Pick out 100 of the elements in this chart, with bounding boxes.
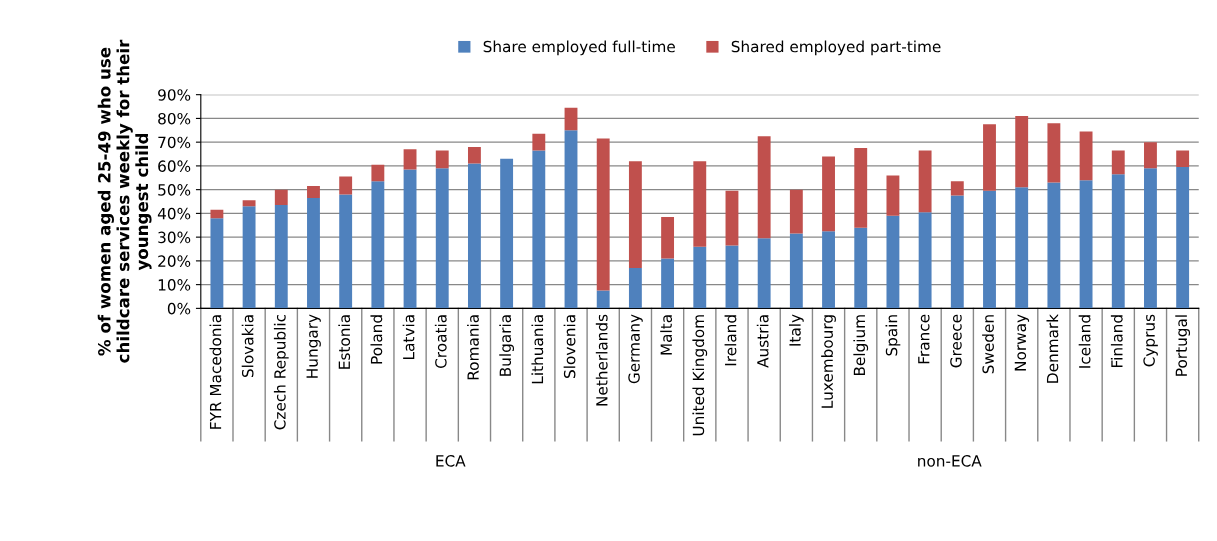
bar bbox=[661, 216, 675, 259]
x-tick-label: Austria bbox=[756, 315, 769, 368]
bar bbox=[757, 136, 771, 239]
bar bbox=[307, 186, 320, 198]
y-tick-label: 80% bbox=[158, 112, 191, 125]
bar bbox=[1111, 150, 1125, 175]
bar bbox=[757, 238, 771, 309]
bar bbox=[596, 290, 610, 309]
y-tick-label: 0% bbox=[167, 302, 191, 315]
y-tick-label: 10% bbox=[158, 279, 191, 291]
x-tick-label: Norway bbox=[1014, 314, 1030, 371]
bar bbox=[532, 133, 546, 151]
bar bbox=[854, 148, 868, 228]
x-tick-label: Estonia bbox=[338, 315, 351, 369]
bar bbox=[950, 181, 964, 196]
bar bbox=[950, 195, 964, 309]
y-tick-label: 30% bbox=[158, 231, 191, 244]
x-tick-label: Bulgaria bbox=[499, 315, 515, 376]
x-tick-label: FYR Macedonia bbox=[209, 315, 222, 429]
x-tick-label: Slovenia bbox=[563, 315, 576, 378]
bar bbox=[693, 246, 707, 309]
bar bbox=[725, 245, 739, 309]
x-tick-label: Netherlands bbox=[595, 314, 608, 406]
bar bbox=[210, 218, 224, 309]
bar bbox=[307, 197, 320, 309]
bar bbox=[403, 149, 417, 170]
x-tick-label: Italy bbox=[788, 314, 804, 346]
text: ECA bbox=[436, 455, 466, 467]
bar bbox=[1015, 187, 1029, 309]
x-tick-label: Denmark bbox=[1046, 313, 1059, 383]
text: non-ECA bbox=[918, 455, 982, 467]
bar bbox=[1176, 150, 1190, 168]
bar bbox=[661, 258, 675, 309]
bar bbox=[274, 189, 288, 206]
bar bbox=[339, 176, 353, 195]
bar bbox=[532, 150, 546, 309]
y-tick-label: 20% bbox=[158, 255, 191, 267]
bar bbox=[1079, 131, 1093, 181]
x-tick-label: Germany bbox=[628, 314, 643, 384]
bar bbox=[886, 215, 900, 309]
y-tick-label: 50% bbox=[158, 184, 191, 196]
bar bbox=[822, 231, 835, 309]
y-tick-label: 60% bbox=[158, 160, 191, 172]
bar bbox=[628, 161, 642, 269]
y-tick-label: 70% bbox=[158, 136, 191, 149]
x-tick-label: Slovakia bbox=[241, 315, 254, 378]
legend-label: Shared employed part-time bbox=[731, 40, 941, 56]
y-tick-label: 40% bbox=[157, 207, 191, 220]
bar bbox=[854, 227, 868, 309]
bar bbox=[1015, 116, 1029, 188]
x-tick-label: Spain bbox=[885, 315, 901, 356]
bar bbox=[1144, 142, 1157, 169]
bar bbox=[886, 175, 900, 216]
bar bbox=[1047, 182, 1061, 309]
bar bbox=[1047, 123, 1061, 183]
x-tick-label: France bbox=[918, 314, 930, 364]
bar bbox=[725, 190, 739, 246]
x-tick-label: Lithuania bbox=[531, 315, 544, 384]
bar bbox=[1176, 167, 1190, 309]
bar bbox=[789, 189, 803, 234]
bar bbox=[210, 209, 224, 219]
bar bbox=[1111, 174, 1125, 309]
x-tick-label: Hungary bbox=[306, 314, 321, 378]
bar bbox=[468, 163, 481, 309]
bar bbox=[274, 205, 288, 309]
bar bbox=[1144, 168, 1157, 309]
bar bbox=[918, 150, 932, 213]
bar bbox=[918, 212, 932, 309]
bar bbox=[693, 161, 707, 247]
x-tick-label: United Kingdom bbox=[692, 315, 708, 436]
x-tick-label: Greece bbox=[950, 314, 962, 368]
x-tick-label: Czech Republic bbox=[273, 314, 289, 430]
x-tick-label: Malta bbox=[660, 315, 673, 355]
x-tick-label: Portugal bbox=[1175, 315, 1191, 376]
x-tick-label: Iceland bbox=[1078, 315, 1091, 368]
bar bbox=[242, 206, 256, 309]
bar bbox=[435, 150, 449, 169]
bar bbox=[435, 168, 449, 309]
y-tick-label: 90% bbox=[158, 89, 191, 101]
x-tick-label: Croatia bbox=[434, 315, 447, 368]
bar bbox=[822, 156, 835, 232]
x-tick-label: Cyprus bbox=[1143, 314, 1158, 367]
bar bbox=[983, 124, 996, 191]
x-tick-label: Latvia bbox=[402, 315, 415, 359]
bar bbox=[983, 190, 996, 309]
bar bbox=[371, 164, 385, 182]
legend-label: Share employed full-time bbox=[483, 40, 675, 56]
bar bbox=[468, 146, 481, 164]
x-tick-label: Finland bbox=[1110, 315, 1123, 368]
bar bbox=[628, 268, 642, 309]
x-tick-label: Ireland bbox=[724, 315, 737, 366]
x-tick-label: Luxembourg bbox=[821, 315, 836, 408]
bar bbox=[596, 138, 610, 291]
bar bbox=[371, 181, 385, 309]
bar bbox=[789, 233, 803, 309]
bar bbox=[1079, 180, 1093, 309]
x-tick-label: Belgium bbox=[853, 315, 869, 376]
bar bbox=[564, 130, 578, 309]
bar bbox=[500, 158, 514, 309]
x-tick-label: Romania bbox=[467, 315, 479, 380]
